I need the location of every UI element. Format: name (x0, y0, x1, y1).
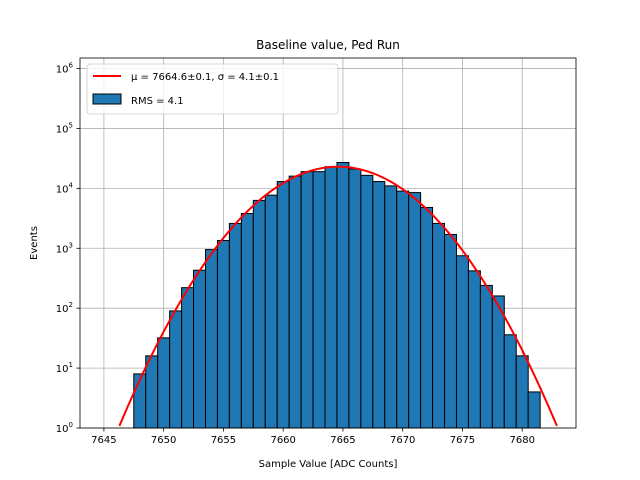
plot-frame (79, 57, 577, 429)
y-tick-label: 105 (56, 121, 73, 135)
x-tick-label: 7680 (509, 435, 534, 446)
histogram-bar (527, 391, 541, 429)
histogram-bar (360, 174, 374, 429)
legend-label-rms: RMS = 4.1 (131, 96, 184, 107)
histogram-bar (252, 199, 266, 429)
y-axis-ticks: 100 101 102 103 104 105 106 (56, 62, 80, 435)
histogram-bar (288, 175, 302, 429)
y-tick-label: 104 (56, 181, 74, 195)
histogram-bar (324, 166, 338, 429)
fit-curve (118, 165, 558, 427)
histogram-bar (157, 337, 171, 429)
y-axis-label: Events (29, 226, 40, 260)
x-axis-ticks: 7645 7650 7655 7660 7665 7670 7675 7680 (91, 428, 535, 446)
chart-title: Baseline value, Ped Run (256, 38, 400, 52)
y-tick-label: 102 (56, 301, 73, 315)
x-tick-label: 7660 (270, 435, 295, 446)
gaussian-fit-line (118, 165, 558, 427)
y-tick-label: 103 (56, 241, 73, 255)
histogram-bar (228, 222, 242, 429)
histogram-bar (408, 192, 422, 429)
x-tick-label: 7645 (91, 435, 116, 446)
legend-box (86, 63, 339, 115)
histogram-bar (216, 239, 230, 429)
histogram-bar (312, 171, 326, 429)
x-tick-label: 7650 (151, 435, 176, 446)
histogram-bar (467, 270, 481, 429)
histogram-bar (204, 249, 218, 429)
histogram-bar (264, 194, 278, 429)
histogram-bar (455, 255, 469, 429)
histogram-bar (372, 181, 386, 429)
legend: μ = 7664.6±0.1, σ = 4.1±0.1 RMS = 4.1 (86, 63, 339, 115)
histogram-bar (300, 171, 314, 429)
legend-bar-swatch (92, 93, 122, 105)
histogram-bar (432, 222, 446, 429)
histogram-bar (336, 162, 350, 429)
histogram-bar (145, 355, 159, 429)
y-tick-label: 106 (56, 62, 74, 76)
histogram-bar (348, 168, 362, 429)
histogram-bar (515, 355, 529, 429)
x-tick-label: 7670 (390, 435, 415, 446)
y-tick-label: 101 (56, 361, 73, 375)
histogram-bar (479, 284, 493, 429)
histogram-bar (503, 334, 517, 429)
histogram-bar (193, 269, 206, 429)
x-tick-label: 7675 (450, 435, 475, 446)
histogram-bar (396, 190, 410, 429)
histogram-bar (169, 310, 183, 429)
x-tick-label: 7665 (330, 435, 355, 446)
histogram-bar (384, 185, 398, 429)
y-tick-label: 100 (56, 421, 73, 435)
histogram-bar (276, 181, 290, 429)
x-axis-label: Sample Value [ADC Counts] (259, 459, 398, 470)
histogram-bar (181, 287, 195, 429)
legend-label-fit: μ = 7664.6±0.1, σ = 4.1±0.1 (131, 72, 279, 83)
histogram-bar (240, 213, 254, 429)
histogram-bar (444, 233, 457, 429)
x-tick-label: 7655 (211, 435, 236, 446)
histogram-bar (491, 295, 505, 429)
histogram-bar (420, 206, 434, 429)
